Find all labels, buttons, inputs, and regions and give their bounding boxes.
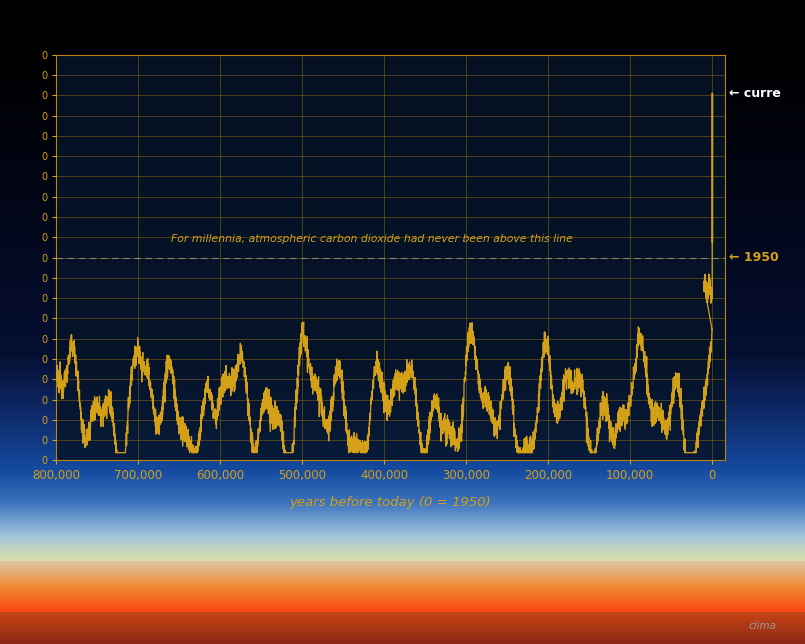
Text: clima: clima: [749, 621, 777, 631]
Text: ← 1950: ← 1950: [729, 251, 778, 264]
X-axis label: years before today (0 = 1950): years before today (0 = 1950): [290, 497, 491, 509]
Text: For millennia, atmospheric carbon dioxide had never been above this line: For millennia, atmospheric carbon dioxid…: [171, 234, 573, 244]
Text: ← curre: ← curre: [729, 87, 780, 100]
